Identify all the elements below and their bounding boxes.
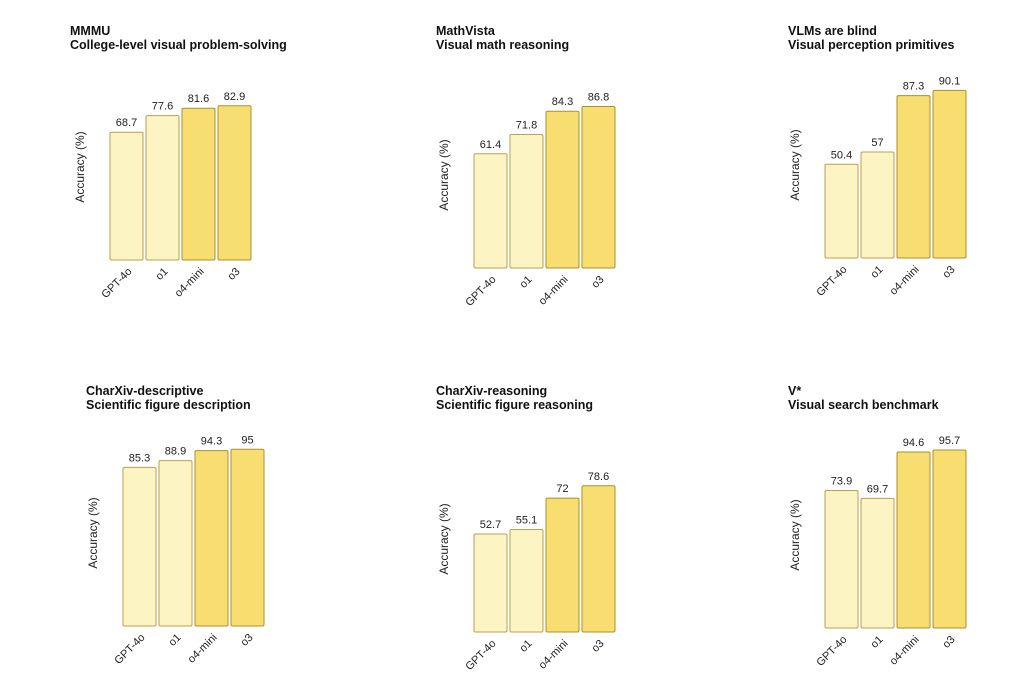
chart-title: CharXiv-reasoning [436, 384, 547, 398]
bar-o3 [932, 89, 967, 259]
x-tick-label: o1 [868, 634, 885, 651]
x-tick-label: o1 [517, 274, 534, 291]
y-axis-label: Accuracy (%) [73, 131, 87, 202]
value-label: 94.6 [903, 437, 924, 449]
chart-title: MathVista [436, 24, 496, 38]
value-label: 71.8 [516, 119, 537, 131]
y-axis-label: Accuracy (%) [437, 139, 451, 210]
y-axis-label: Accuracy (%) [437, 503, 451, 574]
y-axis-label: Accuracy (%) [788, 499, 802, 570]
bar-o4-mini [181, 107, 216, 261]
value-label: 86.8 [588, 92, 609, 104]
value-label: 84.3 [552, 96, 573, 108]
bar-o1 [509, 529, 544, 633]
chart-subtitle: Scientific figure reasoning [436, 398, 593, 412]
value-label: 73.9 [831, 476, 852, 488]
x-tick-label: o4-mini [537, 274, 571, 308]
chart-title: V* [788, 384, 801, 398]
x-tick-label: GPT-4o [112, 632, 147, 667]
value-label: 50.4 [831, 149, 852, 161]
bar-o4-mini [896, 451, 931, 629]
value-label: 68.7 [116, 117, 137, 129]
chart-subtitle: Scientific figure description [86, 398, 251, 412]
x-tick-label: o1 [153, 266, 170, 283]
bar-GPT-4o [122, 466, 157, 627]
x-tick-label: o3 [940, 264, 957, 281]
value-label: 90.1 [939, 75, 960, 87]
chart-subtitle: Visual search benchmark [788, 398, 939, 412]
x-tick-label: GPT-4o [99, 266, 134, 301]
chart-panel: V*Visual search benchmark Accuracy (%) 73.… [788, 384, 967, 669]
value-label: 82.9 [224, 91, 245, 103]
bar-o1 [145, 115, 180, 261]
value-label: 94.3 [201, 436, 222, 448]
bar-o3 [581, 485, 616, 633]
chart-subtitle: College-level visual problem-solving [70, 38, 287, 52]
x-tick-label: o4-mini [173, 266, 207, 300]
value-label: 81.6 [188, 93, 209, 105]
value-label: 87.3 [903, 81, 924, 93]
x-tick-label: o3 [940, 634, 957, 651]
bar-GPT-4o [824, 490, 859, 629]
value-label: 95.7 [939, 435, 960, 447]
x-tick-label: o1 [868, 264, 885, 281]
x-tick-label: o4-mini [186, 632, 220, 666]
value-label: 88.9 [165, 446, 186, 458]
chart-title: MMMU [70, 24, 110, 38]
value-label: 77.6 [152, 101, 173, 113]
x-tick-label: o3 [589, 274, 606, 291]
value-label: 55.1 [516, 515, 537, 527]
bar-GPT-4o [473, 153, 508, 269]
y-axis-label: Accuracy (%) [788, 129, 802, 200]
bar-o1 [158, 460, 193, 627]
chart-subtitle: Visual perception primitives [788, 38, 955, 52]
bar-o3 [217, 105, 252, 261]
bar-o1 [860, 497, 895, 629]
bar-GPT-4o [109, 131, 144, 261]
x-tick-label: o3 [238, 632, 255, 649]
x-tick-label: o1 [517, 638, 534, 655]
bar-o4-mini [194, 450, 229, 627]
bar-o4-mini [896, 95, 931, 259]
bar-o3 [581, 106, 616, 269]
bar-o1 [860, 151, 895, 259]
bar-o4-mini [545, 497, 580, 633]
bar-GPT-4o [824, 163, 859, 259]
value-label: 72 [556, 483, 568, 495]
value-label: 85.3 [129, 452, 150, 464]
value-label: 52.7 [480, 519, 501, 531]
x-tick-label: GPT-4o [814, 264, 849, 299]
x-tick-label: o4-mini [888, 264, 922, 298]
x-tick-label: o3 [225, 266, 242, 283]
x-tick-label: GPT-4o [463, 638, 498, 673]
bar-o3 [932, 449, 967, 629]
chart-title: VLMs are blind [788, 24, 877, 38]
x-tick-label: o4-mini [537, 638, 571, 672]
bar-o1 [509, 133, 544, 269]
bar-o3 [230, 448, 265, 627]
value-label: 61.4 [480, 139, 501, 151]
y-axis-label: Accuracy (%) [86, 497, 100, 568]
x-tick-label: GPT-4o [814, 634, 849, 669]
bar-o4-mini [545, 110, 580, 269]
bar-GPT-4o [473, 533, 508, 633]
value-label: 95 [241, 434, 253, 446]
x-tick-label: o1 [166, 632, 183, 649]
x-tick-label: GPT-4o [463, 274, 498, 309]
value-label: 57 [871, 137, 883, 149]
value-label: 69.7 [867, 483, 888, 495]
chart-title: CharXiv-descriptive [86, 384, 203, 398]
value-label: 78.6 [588, 471, 609, 483]
chart-subtitle: Visual math reasoning [436, 38, 569, 52]
x-tick-label: o3 [589, 638, 606, 655]
x-tick-label: o4-mini [888, 634, 922, 668]
